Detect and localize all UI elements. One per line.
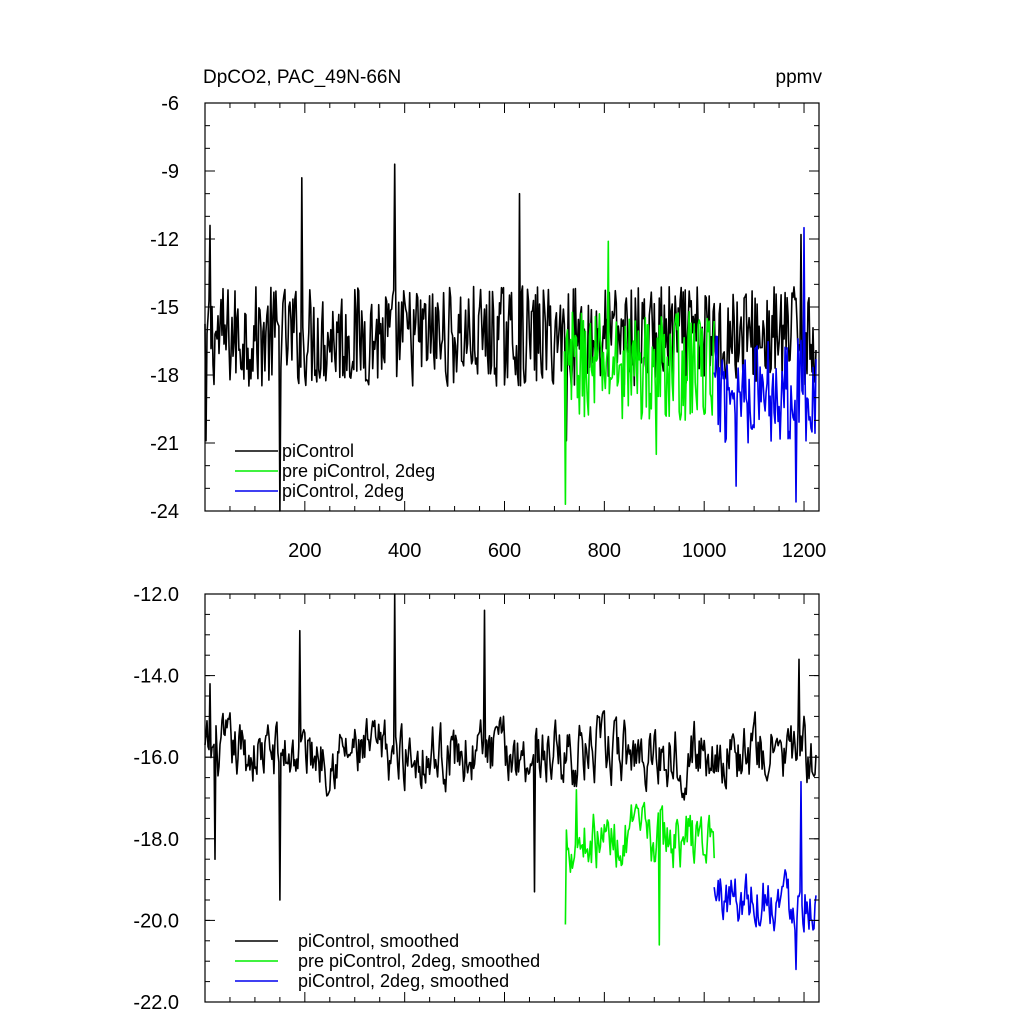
y-tick-label: -18.0 <box>133 829 179 851</box>
y-tick-label: -14.0 <box>133 666 179 688</box>
bottom-axis-layer: -12.0 -14.0 -16.0 -18.0 -20.0 -22.0 <box>133 584 819 1014</box>
bottom-series-layer <box>204 593 817 971</box>
y-tick-label: -22.0 <box>133 992 179 1014</box>
x-tick-label: 200 <box>288 540 321 562</box>
x-tick-label: 1200 <box>782 540 827 562</box>
y-tick-label: -12 <box>150 229 179 251</box>
legend-label: piControl, 2deg, smoothed <box>298 971 509 991</box>
y-tick-label: -16.0 <box>133 747 179 769</box>
series-line-bottom-1 <box>564 789 715 946</box>
top-chart-units: ppmv <box>776 67 823 88</box>
legend-label: piControl <box>282 441 354 461</box>
x-tick-label: 600 <box>488 540 521 562</box>
legend-label: piControl, smoothed <box>298 931 459 951</box>
y-tick-label: -9 <box>161 161 179 183</box>
x-tick-label: 1000 <box>682 540 727 562</box>
x-tick-label: 400 <box>388 540 421 562</box>
series-line-bottom-2 <box>713 780 817 971</box>
y-tick-label: -15 <box>150 297 179 319</box>
top-chart-title: DpCO2, PAC_49N-66N <box>203 67 401 88</box>
series-line-bottom-0 <box>204 593 817 901</box>
top-panel: DpCO2, PAC_49N-66N ppmv 200 400 600 800 1000… <box>150 67 826 562</box>
bottom-plot-frame <box>204 593 820 1003</box>
y-tick-label: -12.0 <box>133 584 179 606</box>
bottom-panel: -12.0 -14.0 -16.0 -18.0 -20.0 -22.0 piControl… <box>133 584 820 1014</box>
legend-label: pre piControl, 2deg, smoothed <box>298 951 540 971</box>
y-tick-label: -21 <box>150 433 179 455</box>
series-line-top-1 <box>563 240 715 505</box>
legend-label: piControl, 2deg <box>282 481 404 501</box>
y-tick-label: -6 <box>161 93 179 115</box>
series-line-top-2 <box>713 226 817 503</box>
top-series-layer <box>204 163 817 512</box>
y-tick-label: -24 <box>150 501 179 523</box>
legend-label: pre piControl, 2deg <box>282 461 435 481</box>
x-tick-label: 800 <box>588 540 621 562</box>
y-tick-label: -20.0 <box>133 910 179 932</box>
series-line-top-0 <box>204 163 817 512</box>
y-tick-label: -18 <box>150 365 179 387</box>
top-plot-frame <box>204 102 820 512</box>
top-axis-layer: 200 400 600 800 1000 1200 -6 -9 -12 -15 -18 -21 -24 <box>150 93 826 562</box>
